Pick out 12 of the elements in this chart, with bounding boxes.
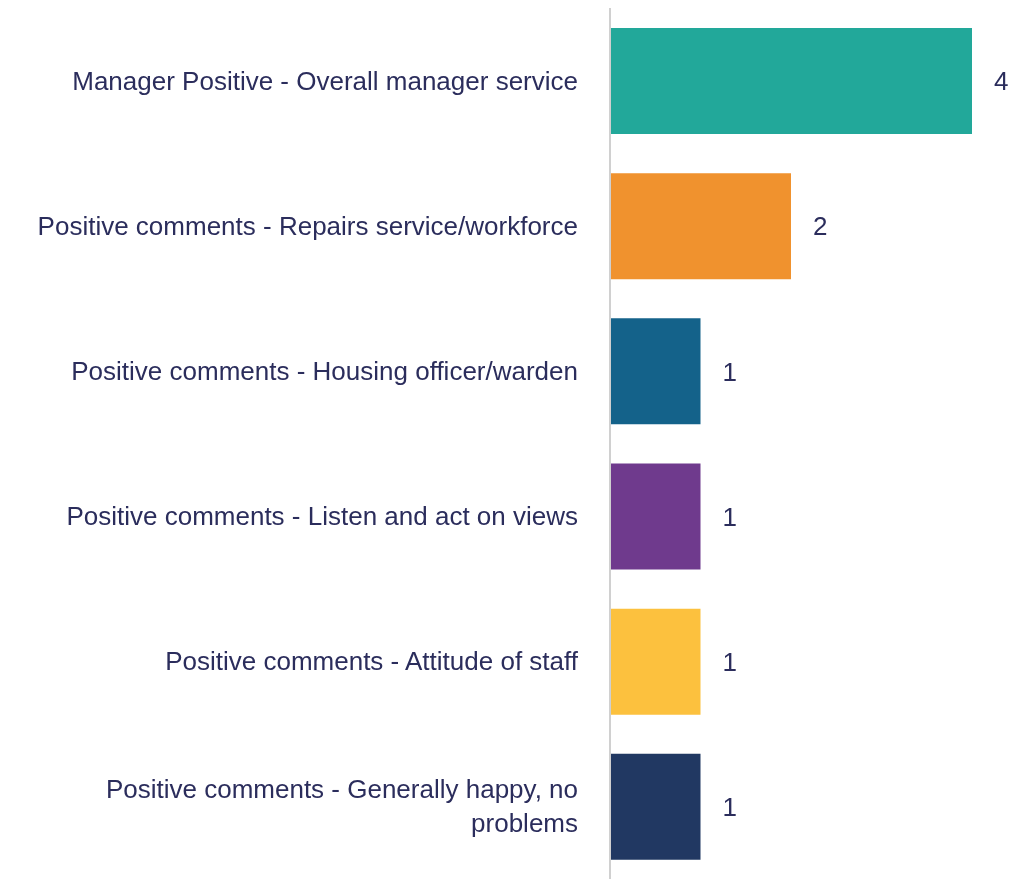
y-tick-label: Manager Positive - Overall manager service [72, 65, 578, 96]
data-label: 1 [722, 356, 737, 387]
data-label: 4 [994, 66, 1009, 97]
y-tick-label: Positive comments - Listen and act on views [66, 501, 578, 532]
data-label: 1 [722, 792, 737, 823]
y-tick-label: Positive comments - Repairs service/workforce [37, 210, 578, 241]
y-tick-label: Positive comments - Housing officer/warden [71, 355, 578, 386]
data-label: 1 [722, 646, 737, 677]
data-label: 2 [813, 211, 828, 242]
y-tick-label: Positive comments - Attitude of staff [165, 646, 579, 677]
y-tick-label: Positive comments - Generally happy, no problems [105, 774, 578, 839]
data-label: 1 [722, 501, 737, 532]
